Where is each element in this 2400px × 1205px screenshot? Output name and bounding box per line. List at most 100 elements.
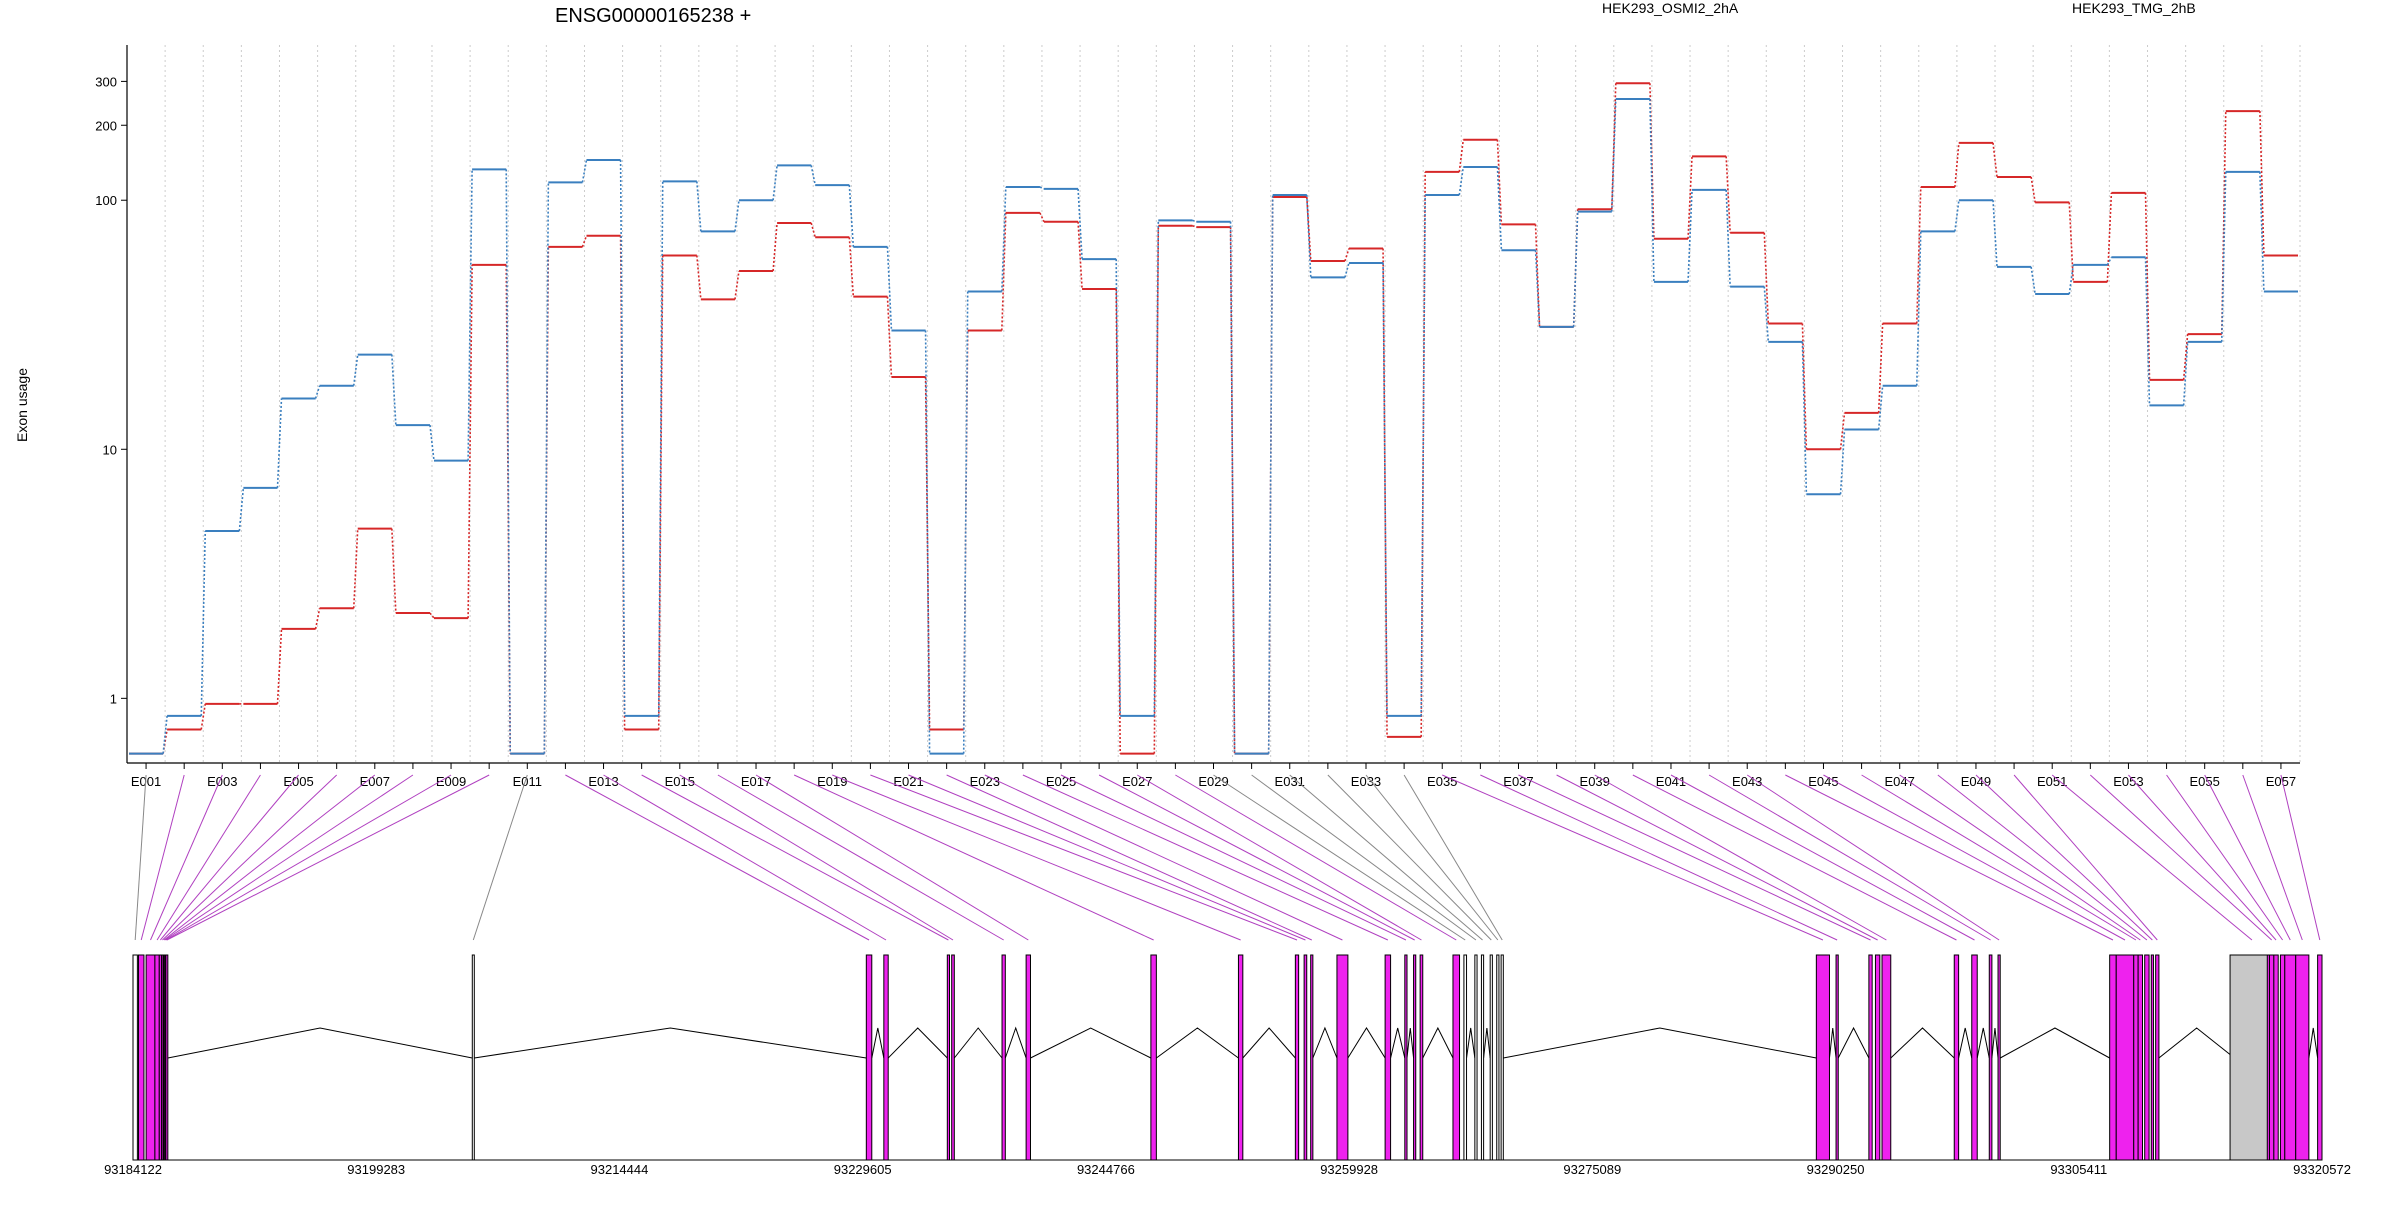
exon-block [2137, 954, 2144, 1161]
series-connector [696, 181, 702, 232]
series-connector [1954, 200, 1960, 232]
exon-block [1336, 954, 1349, 1161]
exon-link [1175, 774, 1457, 941]
exon-block [1496, 954, 1500, 1161]
legend-entry-tmg: HEK293_TMG_2hB [2072, 0, 2196, 16]
x-tick-label: E019 [817, 774, 847, 789]
series-connector [1115, 259, 1121, 716]
exon-block [165, 954, 169, 1161]
exon-link [1785, 774, 2114, 941]
series-connector [276, 398, 283, 488]
series-connector [276, 628, 283, 704]
exon-link [2013, 774, 2158, 941]
exon-block [1303, 954, 1308, 1161]
exon-link [1823, 774, 2126, 941]
genomic-tick-label: 93199283 [347, 1162, 405, 1177]
x-tick-label: E053 [2113, 774, 2143, 789]
exon-link [1365, 774, 1499, 941]
exon-block [1881, 954, 1892, 1161]
series-connector [1992, 200, 1998, 267]
exon-link [755, 774, 1029, 941]
exon-block [1413, 954, 1417, 1161]
exon-block [2109, 954, 2117, 1161]
series-connector [657, 255, 664, 730]
series-connector [886, 296, 893, 378]
series-connector [1077, 188, 1083, 260]
y-axis-label: Exon usage [14, 368, 30, 442]
exon-block [2268, 954, 2275, 1161]
genomic-tick-label: 93244766 [1077, 1162, 1135, 1177]
exon-link [1708, 774, 1991, 941]
series-connector [2144, 192, 2151, 380]
series-connector [657, 181, 664, 716]
gene-model-layer: 93184122 93199283 93214444 93229605 93244766… [104, 954, 2351, 1177]
exon-link [1098, 774, 1415, 941]
x-tick-label: E031 [1275, 774, 1305, 789]
exon-link [1251, 774, 1477, 941]
exon-link [163, 774, 376, 941]
exon-block [2273, 954, 2279, 1161]
exon-block [1971, 954, 1978, 1161]
x-tick-label: E023 [970, 774, 1000, 789]
exon-link [156, 774, 261, 941]
series-connector [2259, 111, 2265, 256]
exon-block [1310, 954, 1314, 1161]
exon-block [1025, 954, 1031, 1161]
exon-block [471, 954, 475, 1161]
series-connector [2106, 256, 2113, 266]
x-tick-label: E021 [893, 774, 923, 789]
genomic-tick-label: 93290250 [1807, 1162, 1865, 1177]
series-connector [1458, 166, 1465, 196]
series-connector [238, 487, 245, 532]
series-connector [2144, 257, 2151, 406]
series-connector [1458, 139, 1465, 172]
exon-link [2089, 774, 2272, 941]
exon-block [2155, 954, 2160, 1161]
exon-link [2128, 774, 2277, 941]
exon-block [2144, 954, 2150, 1161]
exon-block [946, 954, 950, 1161]
exon-block [132, 954, 138, 1161]
series-connector [1192, 224, 1197, 228]
series-connector [1344, 262, 1350, 278]
series-connector [1115, 289, 1121, 754]
exon-link [870, 774, 1298, 941]
series-connector [1763, 232, 1770, 324]
series-connector [1725, 156, 1731, 233]
series-connector [1229, 221, 1236, 754]
exon-link [1594, 774, 1887, 941]
x-tick-label: E011 [513, 774, 542, 789]
x-tick-label: E047 [1885, 774, 1915, 789]
exon-block [1150, 954, 1157, 1161]
exon-link [1518, 774, 1871, 941]
x-tick-label: E049 [1961, 774, 1991, 789]
x-tick-label: E017 [741, 774, 771, 789]
series-connector [696, 255, 702, 300]
exon-link [641, 774, 949, 941]
x-tick-label: E025 [1046, 774, 1076, 789]
exon-link [717, 774, 1004, 941]
exon-block [137, 954, 145, 1161]
exon-block [2115, 954, 2135, 1161]
exon-block [883, 954, 889, 1161]
genomic-tick-label: 93214444 [591, 1162, 649, 1177]
series-connector [581, 235, 588, 248]
series-connector [1382, 262, 1388, 716]
exon-link [1137, 774, 1422, 941]
exon-link [1327, 774, 1492, 941]
series-connector [314, 608, 321, 630]
series-connector [2220, 171, 2227, 342]
exon-link [1632, 774, 1957, 941]
series-HEK293_OSMI2_2hA [129, 82, 2298, 755]
x-tick-label: E029 [1198, 774, 1228, 789]
series-connector [886, 246, 893, 331]
exon-block [1953, 954, 1960, 1161]
x-tick-label: E055 [2190, 774, 2220, 789]
series-HEK293_TMG_2hB [129, 97, 2298, 755]
exon-block [1988, 954, 1993, 1161]
exon-block [1500, 954, 1504, 1161]
series-connector [1763, 286, 1770, 342]
exon-link [1403, 774, 1503, 941]
